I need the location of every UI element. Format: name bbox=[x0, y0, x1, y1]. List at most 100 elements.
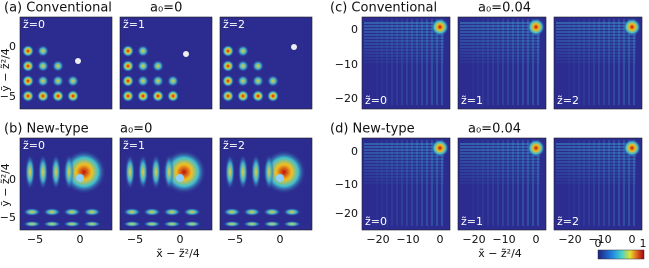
x-tick-label: −5 bbox=[227, 233, 243, 246]
y-tick-label: 0 bbox=[9, 173, 16, 186]
blob bbox=[237, 60, 249, 72]
blob bbox=[52, 90, 64, 102]
heatmap: z̃=2 bbox=[219, 16, 313, 110]
blob bbox=[225, 154, 235, 190]
blob bbox=[223, 208, 241, 216]
panel-label: z̃=0 bbox=[23, 139, 45, 152]
blob bbox=[25, 154, 35, 190]
panel-label: z̃=2 bbox=[557, 94, 579, 107]
heatmap: z̃=2 bbox=[553, 16, 643, 110]
blob bbox=[283, 221, 301, 227]
x-tick-label: 0 bbox=[533, 233, 540, 246]
blob bbox=[238, 154, 248, 190]
heatmap: z̃=1 bbox=[457, 16, 547, 110]
blob bbox=[264, 154, 274, 190]
blob bbox=[67, 90, 79, 102]
panel-param: a₀=0 bbox=[120, 122, 152, 137]
x-tick-label: 0 bbox=[629, 233, 636, 246]
blob bbox=[222, 45, 234, 57]
blob bbox=[267, 75, 279, 87]
heatmap-bg bbox=[219, 16, 313, 110]
blob bbox=[237, 90, 249, 102]
blob bbox=[23, 208, 41, 216]
blob bbox=[222, 90, 234, 102]
blob bbox=[222, 75, 234, 87]
marker bbox=[291, 44, 297, 50]
heatmap: z̃=1 bbox=[119, 16, 213, 110]
blob bbox=[67, 75, 79, 87]
blob bbox=[62, 150, 106, 194]
blob bbox=[52, 75, 64, 87]
x-tick-label: −20 bbox=[366, 233, 389, 246]
blob bbox=[123, 208, 141, 216]
blob bbox=[623, 18, 641, 36]
x-tick-label: −5 bbox=[127, 233, 143, 246]
blob bbox=[263, 221, 281, 227]
x-axis-label: x̃ − z̃²/4 bbox=[156, 247, 200, 260]
marker bbox=[183, 51, 189, 57]
blob bbox=[43, 221, 61, 227]
panel-label: z̃=0 bbox=[365, 215, 387, 228]
x-tick-label: −10 bbox=[396, 233, 419, 246]
blob bbox=[223, 221, 241, 227]
y-tick-label: −5 bbox=[0, 90, 16, 103]
blob bbox=[22, 45, 34, 57]
x-tick-label: 0 bbox=[177, 233, 184, 246]
blob bbox=[122, 45, 134, 57]
blob bbox=[122, 90, 134, 102]
blob bbox=[123, 221, 141, 227]
panel-param: a₀=0 bbox=[150, 1, 182, 16]
blob bbox=[243, 221, 261, 227]
blob bbox=[251, 154, 261, 190]
heatmap: z̃=0 bbox=[19, 137, 113, 231]
heatmap: z̃=0 bbox=[19, 16, 113, 110]
ring bbox=[276, 174, 284, 182]
panel-label: z̃=1 bbox=[123, 139, 145, 152]
blob bbox=[431, 139, 449, 157]
blob bbox=[143, 208, 161, 216]
heatmap: z̃=2 bbox=[219, 137, 313, 231]
blob bbox=[183, 208, 201, 216]
blob bbox=[83, 208, 101, 216]
blob bbox=[237, 75, 249, 87]
colorbar bbox=[597, 249, 645, 260]
blob bbox=[183, 221, 201, 227]
blob bbox=[37, 90, 49, 102]
blob bbox=[263, 208, 281, 216]
blob bbox=[51, 154, 61, 190]
ring bbox=[176, 174, 184, 182]
blob bbox=[243, 208, 261, 216]
blob bbox=[163, 208, 181, 216]
panel-param: a₀=0.04 bbox=[468, 122, 521, 137]
blob bbox=[22, 60, 34, 72]
blob bbox=[64, 154, 74, 190]
blob bbox=[122, 75, 134, 87]
x-tick-label: −20 bbox=[462, 233, 485, 246]
panel-label: z̃=2 bbox=[223, 139, 245, 152]
blob bbox=[83, 221, 101, 227]
heatmap-bg bbox=[19, 16, 113, 110]
blob bbox=[22, 75, 34, 87]
blob bbox=[623, 139, 641, 157]
y-tick-label: −20 bbox=[335, 92, 358, 105]
colorbar-tick: 1 bbox=[640, 237, 647, 250]
panel-label: z̃=1 bbox=[123, 18, 145, 31]
blob bbox=[138, 154, 148, 190]
blob bbox=[152, 75, 164, 87]
panel-label: z̃=2 bbox=[223, 18, 245, 31]
panel-param: a₀=0.04 bbox=[478, 1, 531, 16]
x-tick-label: −10 bbox=[492, 233, 515, 246]
y-tick-label: −10 bbox=[335, 58, 358, 71]
x-tick-label: 0 bbox=[77, 233, 84, 246]
blob bbox=[152, 60, 164, 72]
heatmap: z̃=0 bbox=[361, 16, 451, 110]
blob bbox=[267, 90, 279, 102]
blob bbox=[43, 208, 61, 216]
y-tick-label: −10 bbox=[335, 178, 358, 191]
blob bbox=[164, 154, 174, 190]
blob bbox=[137, 45, 149, 57]
blob bbox=[167, 75, 179, 87]
blob bbox=[252, 60, 264, 72]
blob bbox=[22, 90, 34, 102]
